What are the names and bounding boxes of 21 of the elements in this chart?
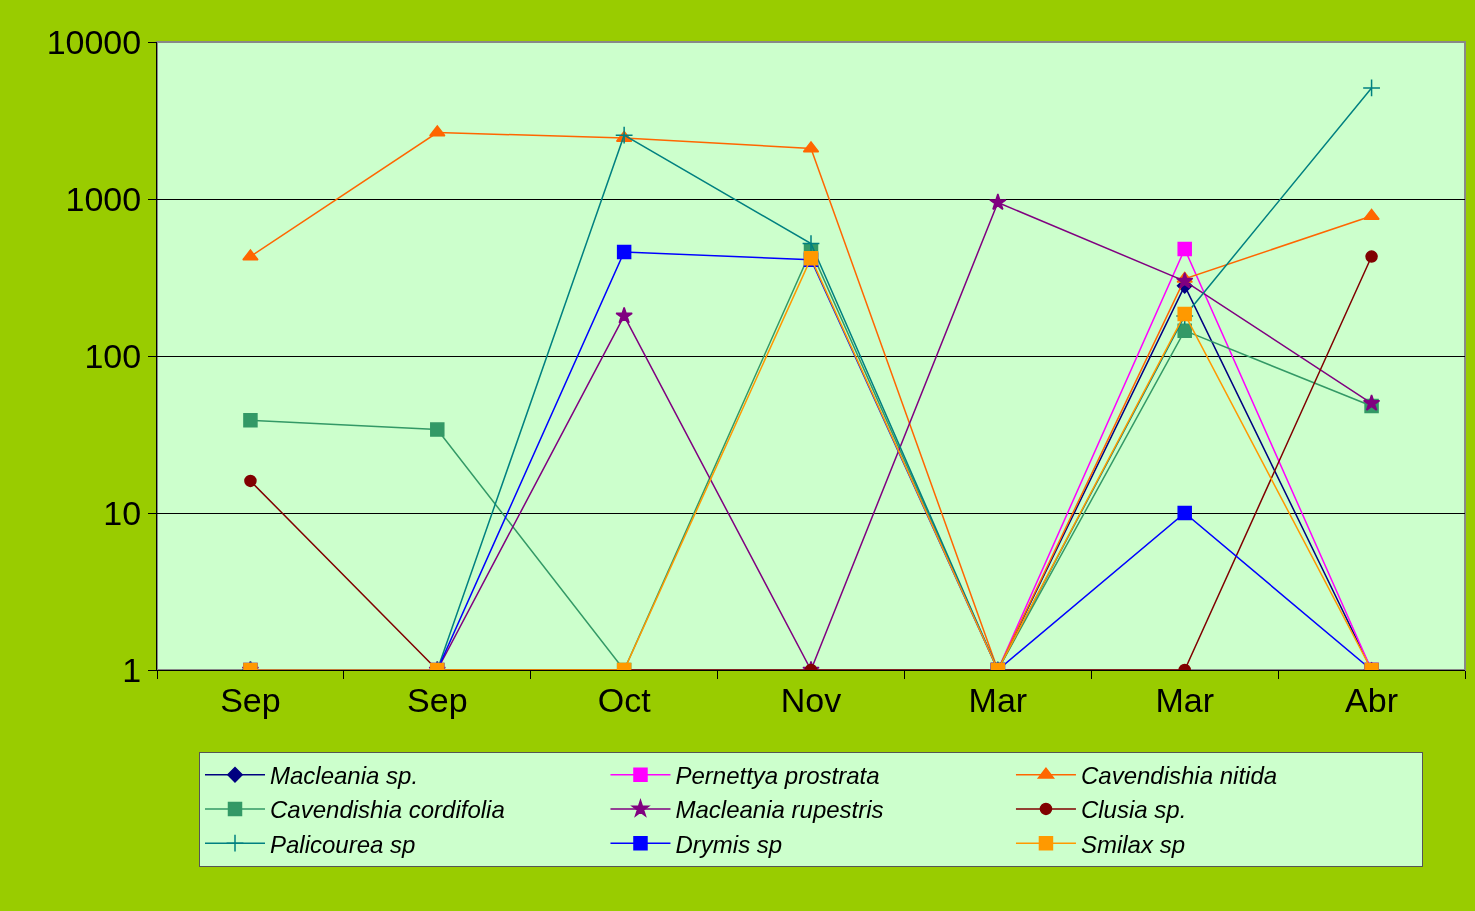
x-tick-label: Oct: [597, 680, 652, 719]
x-tick-label: Mar: [1155, 680, 1214, 719]
legend-label: Macleania sp.: [270, 762, 419, 790]
y-tick-label: 10000: [46, 22, 142, 61]
y-tick-label: 100: [84, 336, 142, 375]
x-tick-label: Abr: [1345, 680, 1399, 719]
legend-label: Smilax sp: [1080, 830, 1185, 858]
x-tick-label: Sep: [220, 680, 281, 719]
x-tick-label: Sep: [407, 680, 468, 719]
legend-label: Cavendishia nitida: [1080, 762, 1278, 790]
legend-label: Macleania rupestris: [675, 796, 884, 824]
x-tick-label: Mar: [968, 680, 1028, 719]
y-tick-label: 1: [122, 650, 142, 689]
y-tick-label: 1000: [65, 179, 142, 218]
legend-label: Pernettya prostrata: [675, 762, 880, 790]
legend-label: Drymis sp: [675, 830, 783, 858]
x-tick-label: Nov: [780, 680, 842, 719]
y-tick-label: 10: [103, 493, 142, 532]
legend-label: Clusia sp.: [1080, 796, 1187, 824]
legend-label: Cavendishia cordifolia: [270, 796, 505, 824]
legend-label: Palicourea sp: [270, 830, 416, 858]
